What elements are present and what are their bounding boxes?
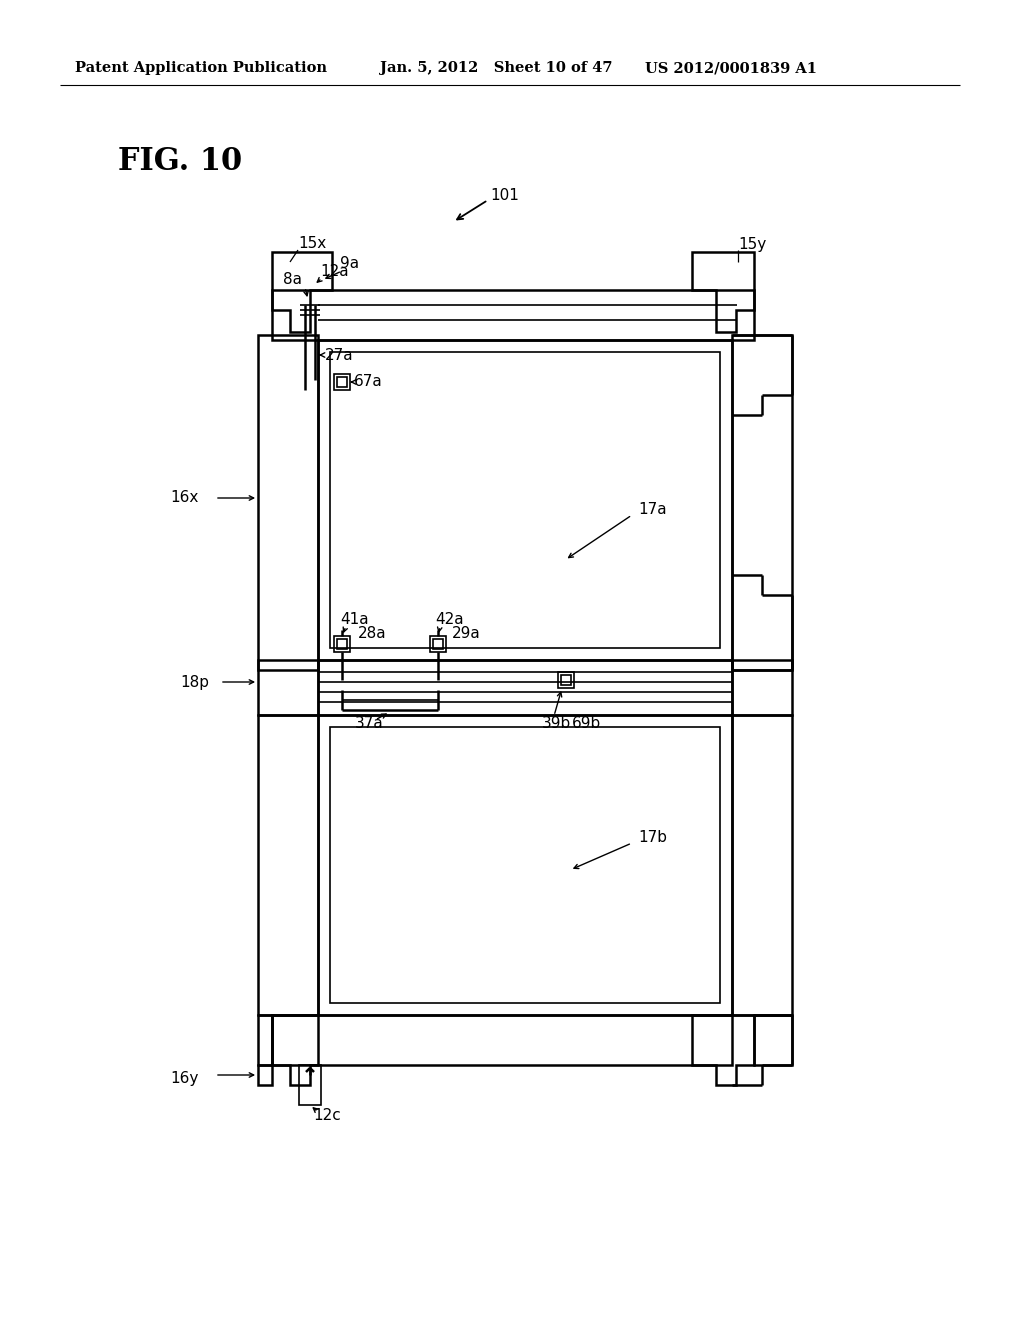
Text: FIG. 10: FIG. 10 [118,147,242,177]
Bar [732,660,792,715]
Bar [318,660,732,715]
Bar [258,1015,272,1065]
Text: 29a: 29a [452,627,480,642]
Text: 15y: 15y [738,236,766,252]
Text: 12c: 12c [313,1107,341,1122]
Bar [433,639,443,649]
Bar [337,378,347,387]
Bar [334,374,350,389]
Bar [258,1065,272,1085]
Text: 37a: 37a [355,717,384,731]
Text: Patent Application Publication: Patent Application Publication [75,61,327,75]
Text: 15x: 15x [298,236,327,252]
Text: 8a: 8a [283,272,302,288]
Bar [558,672,574,688]
Text: 69b: 69b [572,717,601,731]
Text: 101: 101 [490,189,519,203]
Text: 27a: 27a [325,347,353,363]
Text: US 2012/0001839 A1: US 2012/0001839 A1 [645,61,817,75]
Text: 18p: 18p [180,675,209,689]
Bar [272,290,754,341]
Text: 67a: 67a [354,375,383,389]
Bar [272,1015,732,1065]
Bar [561,675,571,685]
Bar [330,352,720,648]
Text: 9a: 9a [340,256,359,272]
Text: 16x: 16x [170,491,199,506]
Bar [258,335,318,671]
Bar [318,715,732,1015]
Text: 16y: 16y [170,1071,199,1085]
Text: 39b: 39b [542,717,571,731]
Bar [732,715,792,1015]
Text: 41a: 41a [340,612,369,627]
Text: Jan. 5, 2012   Sheet 10 of 47: Jan. 5, 2012 Sheet 10 of 47 [380,61,612,75]
Text: 28a: 28a [358,627,387,642]
Bar [732,335,792,671]
Bar [754,1015,792,1065]
Text: 12a: 12a [319,264,348,280]
Text: 17a: 17a [638,503,667,517]
Bar [299,1065,321,1105]
Bar [318,341,732,660]
Bar [337,639,347,649]
Bar [258,660,318,715]
Text: 42a: 42a [435,612,464,627]
Text: 17b: 17b [638,830,667,846]
Bar [334,636,350,652]
Bar [258,715,318,1015]
Bar [430,636,446,652]
Bar [330,727,720,1003]
